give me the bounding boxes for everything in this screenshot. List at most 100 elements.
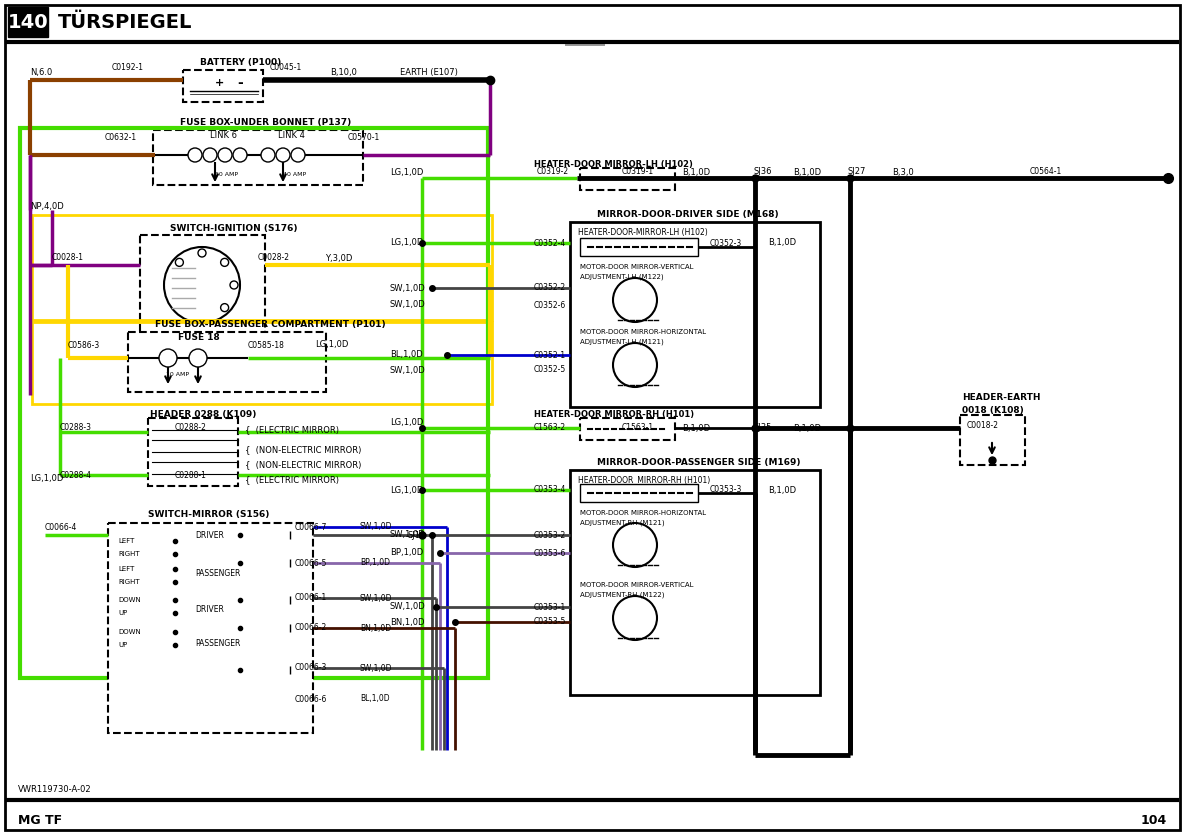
Text: C0353-4: C0353-4 (534, 485, 566, 494)
Text: ADJUSTMENT-LH (M122): ADJUSTMENT-LH (M122) (579, 274, 664, 281)
Circle shape (292, 148, 305, 162)
Text: SW,1,0D: SW,1,0D (390, 301, 425, 310)
Text: C0352-5: C0352-5 (534, 366, 566, 375)
Bar (960, 415, 1025, 465)
Text: HEADER-EARTH: HEADER-EARTH (962, 393, 1040, 402)
Circle shape (198, 249, 206, 257)
Text: +: + (214, 78, 224, 88)
Text: HEATER-DOOR-MIRROR-LH (H102): HEATER-DOOR-MIRROR-LH (H102) (578, 227, 707, 236)
Text: HEATER-DOOR MIRROR-LH (H102): HEATER-DOOR MIRROR-LH (H102) (534, 160, 693, 170)
Bar (570, 222, 820, 407)
Circle shape (164, 247, 241, 323)
Circle shape (203, 148, 217, 162)
Text: PASSENGER: PASSENGER (196, 569, 241, 578)
Text: C0066-2: C0066-2 (295, 624, 327, 632)
Bar (182, 70, 263, 102)
Circle shape (220, 304, 229, 311)
Text: BL,1,0D: BL,1,0D (390, 351, 423, 360)
Circle shape (613, 343, 656, 387)
Text: C0353-1: C0353-1 (534, 603, 566, 611)
Text: BATTERY (P100): BATTERY (P100) (200, 58, 281, 67)
Bar (153, 130, 363, 185)
Text: FUSE BOX-UNDER BONNET (P137): FUSE BOX-UNDER BONNET (P137) (180, 118, 351, 126)
Text: BL,1,0D: BL,1,0D (360, 694, 390, 702)
Bar (32, 322, 492, 404)
Circle shape (613, 596, 656, 640)
Text: B,1,0D: B,1,0D (683, 423, 710, 433)
Text: SW,1,0D: SW,1,0D (360, 594, 392, 603)
Text: DOWN: DOWN (118, 629, 141, 635)
Text: C0353-2: C0353-2 (534, 530, 566, 539)
Text: 60 AMP: 60 AMP (214, 173, 238, 178)
Text: SW,1,0D: SW,1,0D (390, 284, 425, 292)
Bar (579, 418, 675, 440)
Text: C0353-5: C0353-5 (534, 618, 566, 626)
Bar (20, 128, 488, 678)
Text: 0018 (K108): 0018 (K108) (962, 406, 1024, 414)
Bar (579, 484, 698, 502)
Text: LG,1,0D: LG,1,0D (390, 485, 423, 494)
Text: SJ27: SJ27 (847, 168, 865, 176)
Text: B,3,0: B,3,0 (892, 168, 914, 176)
Text: B,1,0D: B,1,0D (683, 168, 710, 176)
Text: MIRROR-DOOR-PASSENGER SIDE (M169): MIRROR-DOOR-PASSENGER SIDE (M169) (597, 458, 801, 467)
Circle shape (230, 281, 238, 289)
Text: MOTOR-DOOR MIRROR-VERTICAL: MOTOR-DOOR MIRROR-VERTICAL (579, 264, 693, 270)
Bar (565, 40, 606, 46)
Text: BP,1,0D: BP,1,0D (360, 559, 390, 568)
Circle shape (220, 258, 229, 266)
Text: -: - (237, 76, 243, 90)
Text: SW,1,0D: SW,1,0D (390, 366, 425, 375)
Bar (579, 238, 698, 256)
Text: LG,1,0D: LG,1,0D (390, 418, 423, 427)
Text: 140: 140 (7, 13, 49, 32)
Text: C0570-1: C0570-1 (348, 134, 380, 143)
Bar (128, 332, 326, 392)
Text: C0028-1: C0028-1 (52, 254, 84, 262)
Text: SW,1,0D: SW,1,0D (390, 603, 425, 611)
Text: SJ35: SJ35 (752, 423, 771, 433)
Text: C0066-6: C0066-6 (295, 696, 327, 705)
Text: MOTOR-DOOR MIRROR-HORIZONTAL: MOTOR-DOOR MIRROR-HORIZONTAL (579, 329, 706, 335)
Text: C0066-4: C0066-4 (45, 523, 77, 532)
Text: HEATER-DOOR_MIRROR-RH (H101): HEATER-DOOR_MIRROR-RH (H101) (578, 475, 710, 484)
Text: SJ36: SJ36 (752, 168, 771, 176)
Text: UP: UP (118, 642, 127, 648)
Text: FUSE 18: FUSE 18 (178, 332, 219, 342)
Text: NP,4,0D: NP,4,0D (30, 203, 64, 211)
Circle shape (188, 349, 207, 367)
Text: C0319-1: C0319-1 (622, 168, 654, 176)
Bar (140, 235, 265, 335)
Text: LINK 6: LINK 6 (210, 130, 237, 139)
Text: C0066-3: C0066-3 (295, 664, 327, 672)
Text: BN,1,0D: BN,1,0D (390, 618, 424, 626)
Text: PASSENGER: PASSENGER (196, 639, 241, 647)
Text: C0045-1: C0045-1 (270, 63, 302, 73)
Text: SJ19: SJ19 (408, 530, 427, 539)
Text: C0319-2: C0319-2 (537, 168, 569, 176)
Text: C0352-1: C0352-1 (534, 351, 566, 360)
Circle shape (613, 278, 656, 322)
Text: C0028-2: C0028-2 (258, 254, 290, 262)
Text: {  (NON-ELECTRIC MIRROR): { (NON-ELECTRIC MIRROR) (245, 446, 361, 454)
Text: {  (ELECTRIC MIRROR): { (ELECTRIC MIRROR) (245, 475, 339, 484)
Text: C0288-1: C0288-1 (175, 470, 207, 479)
Text: LG,1,0D: LG,1,0D (30, 473, 63, 483)
Text: C0288-3: C0288-3 (60, 423, 92, 433)
Text: SWITCH-MIRROR (S156): SWITCH-MIRROR (S156) (148, 510, 269, 519)
Text: B,1,0D: B,1,0D (768, 485, 796, 494)
Text: C0353-6: C0353-6 (534, 549, 566, 558)
Text: MG TF: MG TF (18, 813, 62, 827)
Text: B,1,0D: B,1,0D (793, 168, 821, 176)
Text: SW,1,0D: SW,1,0D (360, 523, 392, 532)
Text: MIRROR-DOOR-DRIVER SIDE (M168): MIRROR-DOOR-DRIVER SIDE (M168) (597, 210, 779, 220)
Circle shape (159, 349, 177, 367)
Text: B,10,0: B,10,0 (329, 68, 357, 78)
Text: TÜRSPIEGEL: TÜRSPIEGEL (58, 13, 192, 32)
Text: {  (NON-ELECTRIC MIRROR): { (NON-ELECTRIC MIRROR) (245, 460, 361, 469)
Circle shape (261, 148, 275, 162)
Text: C0632-1: C0632-1 (105, 134, 137, 143)
Text: C0066-1: C0066-1 (295, 594, 327, 603)
Text: LEFT: LEFT (118, 538, 134, 544)
Text: C0066-5: C0066-5 (295, 559, 327, 568)
